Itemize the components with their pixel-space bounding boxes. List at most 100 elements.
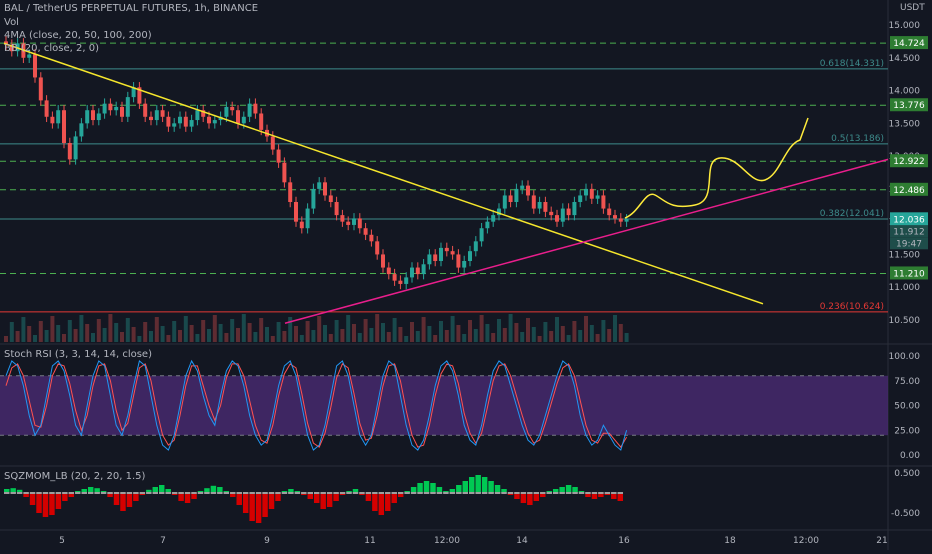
candle-body [410,267,414,278]
squeeze-dot [443,492,449,494]
candle-body [311,188,316,209]
momentum-bar [501,489,507,493]
momentum-label[interactable]: SQZMOM_LB (20, 2, 20, 1.5) [4,471,146,482]
momentum-bar [178,493,184,501]
momentum-bar [288,489,294,493]
momentum-bar [533,493,540,501]
price-axis[interactable]: 15.00014.50014.00013.50013.00012.50012.0… [889,21,929,326]
momentum-bar [242,493,249,513]
momentum-bar [249,493,255,521]
squeeze-dot [591,492,598,494]
trendlines[interactable] [3,42,889,325]
momentum-bar [488,481,494,493]
ma-label[interactable]: 4MA (close, 20, 50, 100, 200) [4,30,152,41]
squeeze-dot [4,492,10,494]
volume-bar [491,333,496,342]
squeeze-dot [333,492,339,494]
candle-body [497,208,501,216]
squeeze-dot [436,492,443,494]
volume-bar [137,336,142,342]
squeeze-dot [210,492,217,494]
price-tick: 11.000 [889,283,921,293]
squeeze-dot [204,492,210,494]
chart-title[interactable]: BAL / TetherUS PERPETUAL FUTURES, 1h, BI… [4,3,259,14]
squeeze-dot [94,492,100,494]
momentum-bar [449,489,456,493]
momentum-bar [565,485,572,493]
momentum-bar [204,488,210,493]
volume-bar [560,326,565,342]
momentum-bar [87,487,94,493]
momentum-bar [591,493,598,499]
candle-body [450,251,455,255]
squeeze-dot [520,492,527,494]
momentum-bar [520,493,527,503]
squeeze-dot [16,492,23,494]
fib-label: 0.5(13.186) [831,134,884,144]
volume-bar [299,335,304,342]
uptrend-line [284,158,889,325]
momentum-bar [16,489,23,493]
squeeze-dot [191,492,197,494]
volume-bar [85,324,90,342]
volume-bar [520,332,525,342]
volume-bar [149,331,153,342]
candle-body [468,251,472,261]
squeeze-dot [546,492,552,494]
level-tag [890,154,928,168]
volume-bar [549,331,554,342]
candle-body [154,110,159,121]
momentum-bar [146,489,152,493]
level-tag [890,266,928,280]
volume-bar [595,334,600,342]
momentum-bar [152,487,158,493]
time-tick: 5 [59,536,65,546]
volume-bar [415,331,420,342]
volume-bar [44,330,49,342]
volume-bar [601,320,606,342]
candle-body [114,106,119,111]
squeeze-dot [346,492,352,494]
candle-body [462,261,467,268]
candle-body [485,221,490,229]
bb-label[interactable]: BB (20, close, 2, 0) [4,43,99,54]
squeeze-dot [294,492,301,494]
momentum-bar [333,493,339,501]
squeeze-dot [100,492,107,494]
squeeze-dot [307,492,313,494]
candle-body [166,116,171,127]
volume-bar [195,334,200,342]
volume-bar [27,326,32,342]
squeeze-dot [378,492,385,494]
candle-body [624,219,629,222]
fib-levels: 0.618(14.331) 0.5(13.186) 0.382(12.041) 0.2… [0,59,888,313]
candle-body [201,110,206,117]
momentum-bar [352,489,359,493]
volume-bar [340,329,345,342]
volume-bar [241,314,246,342]
volume-bar [462,334,467,342]
momentum-bar [10,488,16,493]
time-axis[interactable]: 5 7 9 11 12:00 14 16 18 12:00 21 [59,536,888,546]
candle-body [44,100,49,117]
momentum-bar [307,493,313,499]
currency-label: USDT [900,3,925,13]
candle-body [555,215,559,222]
momentum-bar [107,493,113,497]
candle-body [120,106,124,117]
candle-body [50,116,55,124]
squeeze-dot [397,492,404,494]
volume-bar [131,327,136,342]
squeeze-dot [617,492,623,494]
stoch-label[interactable]: Stoch RSI (3, 3, 14, 14, close) [4,349,152,360]
momentum-bar [133,493,139,501]
vol-label[interactable]: Vol [4,17,19,28]
candle-body [79,123,84,137]
volume-bar [375,314,380,342]
volume-bar [114,323,119,342]
squeeze-dot [352,492,359,494]
volume-bar [154,317,159,342]
momentum-bar [430,483,436,493]
squeeze-dot [611,492,617,494]
